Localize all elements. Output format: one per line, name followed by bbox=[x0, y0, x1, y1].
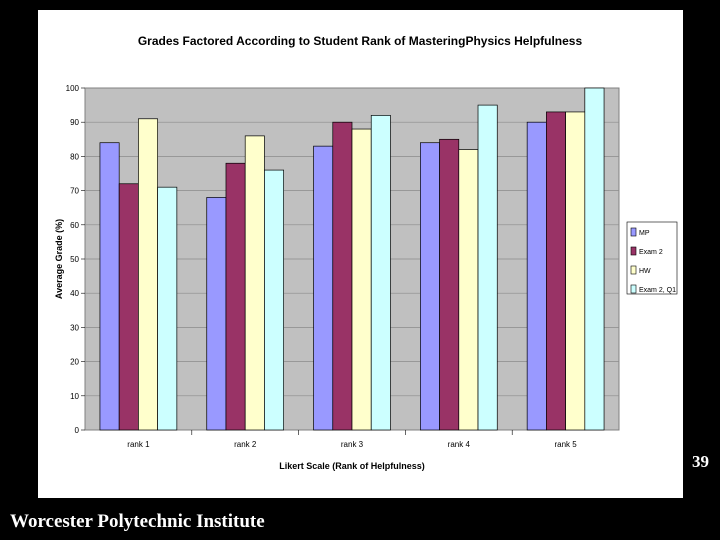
bar bbox=[458, 149, 479, 431]
x-axis-ticks: rank 1 rank 2 rank 3 rank 4 rank 5 bbox=[127, 430, 577, 449]
y-tick-label: 30 bbox=[70, 323, 79, 332]
bar bbox=[157, 186, 178, 431]
y-tick-label: 80 bbox=[70, 152, 79, 161]
x-tick-label: rank 2 bbox=[234, 440, 257, 449]
bar bbox=[118, 183, 139, 431]
bar bbox=[313, 145, 334, 431]
bar bbox=[526, 121, 547, 431]
slide-number: 39 bbox=[692, 452, 709, 471]
legend-label: Exam 2, Q1 bbox=[639, 287, 676, 294]
bar-chart: Grades Factored According to Student Ran… bbox=[54, 34, 678, 471]
bar bbox=[332, 121, 353, 431]
bar bbox=[351, 128, 372, 431]
bar bbox=[477, 104, 498, 431]
chart-panel: Grades Factored According to Student Ran… bbox=[38, 10, 683, 498]
y-tick-label: 10 bbox=[70, 392, 79, 401]
bar bbox=[264, 169, 284, 431]
bar bbox=[370, 115, 391, 431]
y-axis-label: Average Grade (%) bbox=[54, 219, 64, 299]
bar bbox=[138, 118, 158, 431]
x-axis-label: Likert Scale (Rank of Helpfulness) bbox=[279, 461, 425, 471]
bar bbox=[420, 142, 440, 431]
y-tick-label: 20 bbox=[70, 358, 79, 367]
bar bbox=[546, 111, 566, 431]
y-tick-label: 50 bbox=[70, 255, 79, 264]
y-tick-label: 90 bbox=[70, 118, 79, 127]
legend-label: HW bbox=[639, 268, 651, 275]
legend-swatch bbox=[630, 227, 637, 237]
y-tick-label: 0 bbox=[75, 426, 80, 435]
y-tick-label: 100 bbox=[66, 84, 80, 93]
bar bbox=[565, 111, 586, 431]
legend-swatch bbox=[630, 284, 637, 294]
bar bbox=[244, 135, 265, 431]
chart-title: Grades Factored According to Student Ran… bbox=[138, 34, 583, 48]
x-tick-label: rank 5 bbox=[554, 440, 577, 449]
x-tick-label: rank 3 bbox=[341, 440, 364, 449]
legend-label: MP bbox=[639, 230, 650, 237]
bar bbox=[439, 138, 460, 431]
y-axis-ticks: 0 10 20 30 40 50 60 70 80 90 100 bbox=[66, 84, 85, 435]
bar bbox=[225, 162, 246, 431]
bars bbox=[99, 87, 605, 431]
x-tick-label: rank 4 bbox=[448, 440, 471, 449]
legend-swatch bbox=[630, 265, 637, 275]
y-tick-label: 40 bbox=[70, 289, 79, 298]
institution-footer: Worcester Polytechnic Institute bbox=[10, 511, 265, 532]
x-tick-label: rank 1 bbox=[127, 440, 150, 449]
legend-box bbox=[626, 221, 678, 295]
legend-swatch bbox=[630, 246, 637, 256]
y-tick-label: 60 bbox=[70, 221, 79, 230]
y-tick-label: 70 bbox=[70, 187, 79, 196]
legend: MP Exam 2 HW Exam 2, Q1 bbox=[626, 221, 678, 295]
bar bbox=[584, 87, 605, 431]
bar bbox=[99, 142, 120, 431]
bar bbox=[206, 197, 227, 431]
legend-label: Exam 2 bbox=[639, 249, 663, 256]
